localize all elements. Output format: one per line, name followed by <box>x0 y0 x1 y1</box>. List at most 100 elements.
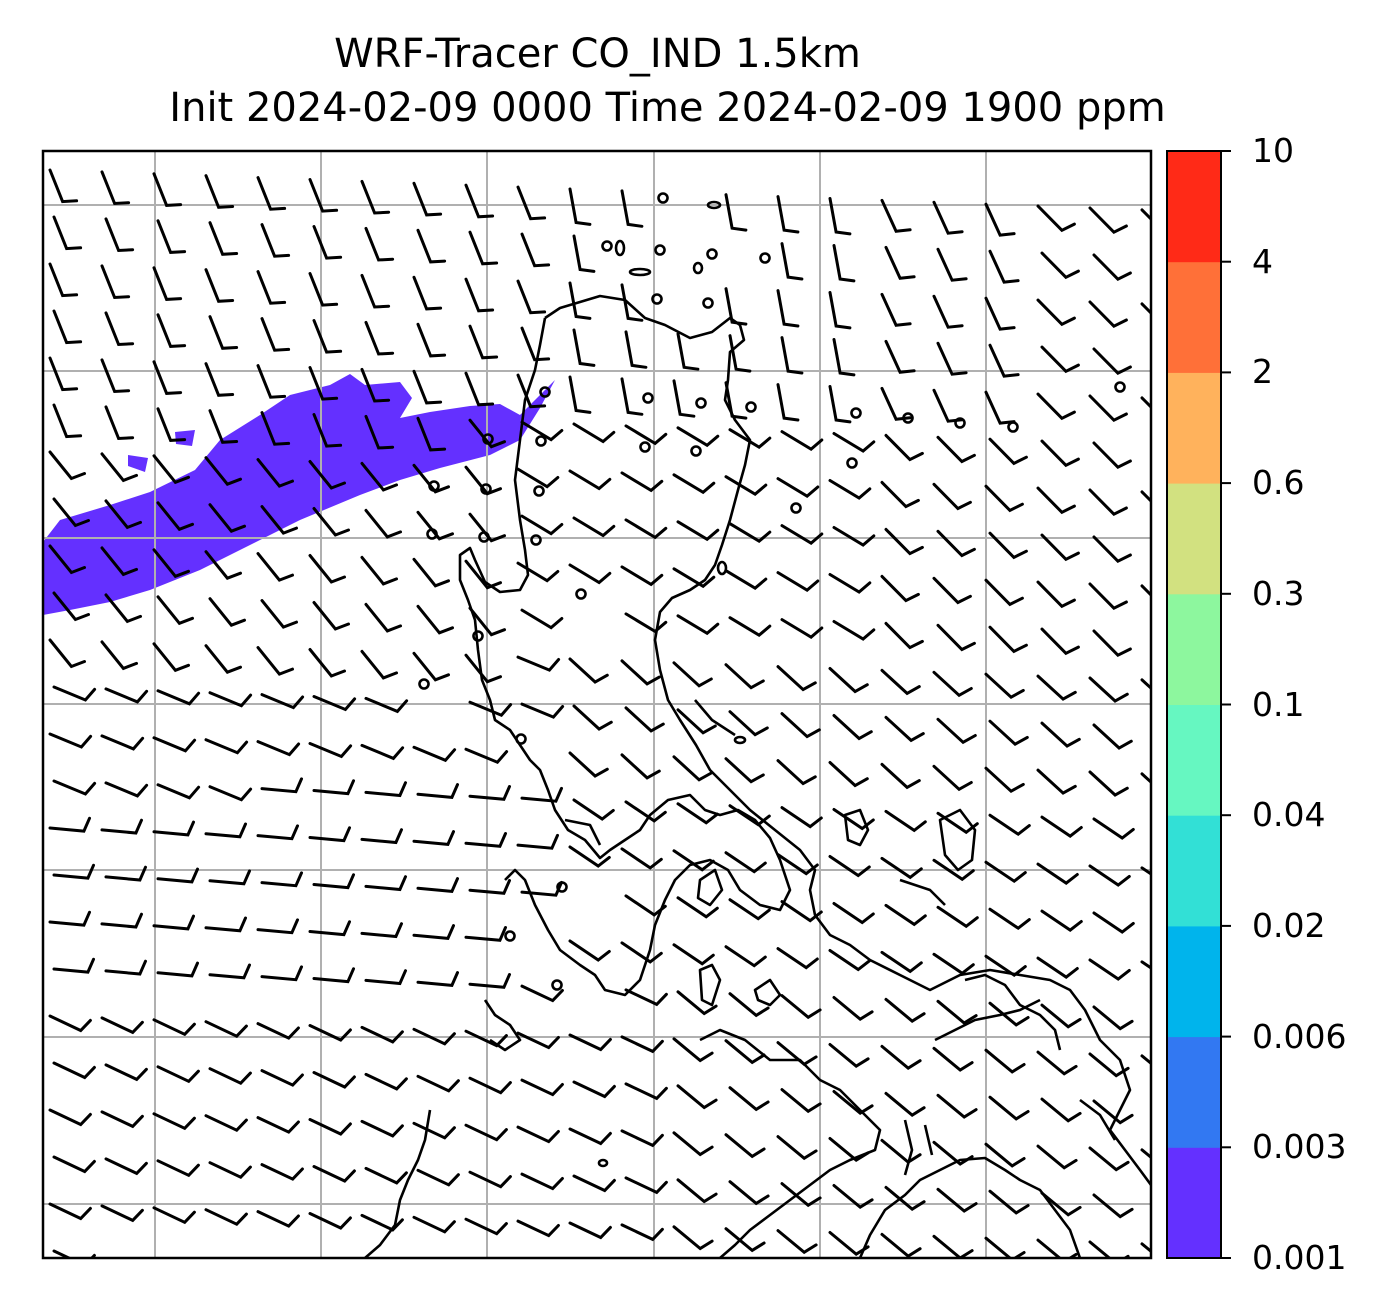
colorbar-tick-label: 0.02 <box>1252 905 1326 945</box>
wind-barb <box>932 764 973 792</box>
wind-barb <box>364 414 395 450</box>
wind-barb <box>624 330 648 369</box>
wind-barb <box>360 922 403 939</box>
wind-barb <box>832 338 856 377</box>
wind-barb <box>724 757 765 784</box>
wind-barb <box>468 1076 512 1095</box>
wind-barb <box>1088 582 1128 611</box>
wind-barb <box>880 1044 922 1070</box>
wind-barb <box>672 943 715 966</box>
wind-barb <box>624 800 667 823</box>
wind-barb <box>568 563 612 585</box>
wind-barb <box>152 1018 196 1037</box>
wind-barb <box>1036 768 1077 795</box>
wind-barb <box>884 433 924 462</box>
wind-barb <box>260 693 305 710</box>
wind-barb <box>412 924 455 940</box>
wind-barb <box>256 740 301 757</box>
wind-barb <box>832 996 874 1022</box>
wind-barb <box>936 1093 978 1119</box>
wind-barb <box>1036 392 1076 421</box>
wind-barb <box>1088 300 1128 329</box>
wind-barb <box>100 818 143 835</box>
wind-barb <box>880 950 923 974</box>
calm-marker <box>533 485 545 497</box>
wind-barb <box>828 1231 870 1257</box>
wind-barb <box>312 413 343 448</box>
wind-barb <box>308 554 346 584</box>
wind-barb <box>104 1157 148 1176</box>
wind-barb <box>156 313 187 348</box>
wind-barb <box>416 971 459 987</box>
wind-barb <box>100 546 138 577</box>
wind-barb <box>568 469 612 491</box>
wind-barb <box>260 411 291 446</box>
wind-barb <box>516 279 547 315</box>
wind-barb <box>204 1114 248 1133</box>
wind-barb <box>620 941 663 964</box>
wind-barb <box>724 1227 766 1253</box>
wind-barb <box>52 779 97 796</box>
wind-barb <box>1092 253 1132 282</box>
wind-barb <box>884 245 916 280</box>
wind-barb <box>256 270 287 305</box>
wind-barb <box>832 432 876 453</box>
wind-barb <box>256 458 294 488</box>
wind-barb <box>988 625 1028 654</box>
wind-barb <box>776 477 820 498</box>
wind-barb <box>932 576 972 605</box>
wind-barb <box>568 845 611 868</box>
wind-barb <box>520 702 565 719</box>
wind-barb <box>468 324 499 360</box>
wind-barb <box>1040 1003 1082 1029</box>
wind-barb <box>152 454 190 485</box>
map-frame <box>41 149 1153 1260</box>
wind-barb <box>308 1212 352 1230</box>
wind-barb <box>624 612 668 634</box>
colorbar-tick-label: 0.006 <box>1252 1016 1347 1056</box>
wind-barb <box>984 202 1016 237</box>
wind-barb <box>204 822 247 839</box>
calm-marker <box>702 297 714 309</box>
calm-marker <box>657 192 669 204</box>
wind-barb <box>880 668 921 696</box>
wind-barb <box>52 863 95 880</box>
wind-barb <box>620 471 664 493</box>
wind-barb <box>984 1048 1026 1074</box>
wind-barb <box>676 896 719 919</box>
wind-barb <box>568 375 592 414</box>
wind-barb <box>932 388 964 423</box>
wind-barb <box>988 437 1028 466</box>
wind-barb <box>936 623 976 652</box>
wind-barb <box>260 1163 304 1181</box>
wind-barb <box>828 197 852 236</box>
wind-barb <box>520 786 563 803</box>
wind-barb <box>52 957 95 974</box>
wind-barb <box>260 505 298 535</box>
calm-marker <box>954 417 966 429</box>
wind-barb <box>776 1229 818 1255</box>
wind-barb <box>360 1025 404 1044</box>
wind-barb <box>780 430 824 451</box>
wind-barbs <box>48 168 1151 1258</box>
wind-barb <box>1088 864 1131 887</box>
wind-barb <box>832 1184 874 1210</box>
wind-barb <box>152 172 183 207</box>
wind-barb <box>884 903 927 927</box>
wind-barb <box>256 1210 300 1228</box>
wind-barb <box>364 1072 408 1091</box>
wind-barb <box>728 992 770 1018</box>
wind-barb <box>364 602 402 633</box>
wind-barb <box>828 667 869 694</box>
wind-barb <box>204 456 242 486</box>
wind-barb <box>572 422 616 444</box>
wind-barb <box>152 1206 196 1225</box>
wind-barb <box>468 785 511 801</box>
wind-barb <box>932 200 964 235</box>
wind-barb <box>672 1131 714 1157</box>
wind-barb <box>1040 721 1081 748</box>
wind-barb <box>776 665 817 692</box>
colorbar-tick-label: 0.6 <box>1252 463 1305 503</box>
wind-barb <box>780 524 824 545</box>
wind-barb <box>52 403 83 439</box>
